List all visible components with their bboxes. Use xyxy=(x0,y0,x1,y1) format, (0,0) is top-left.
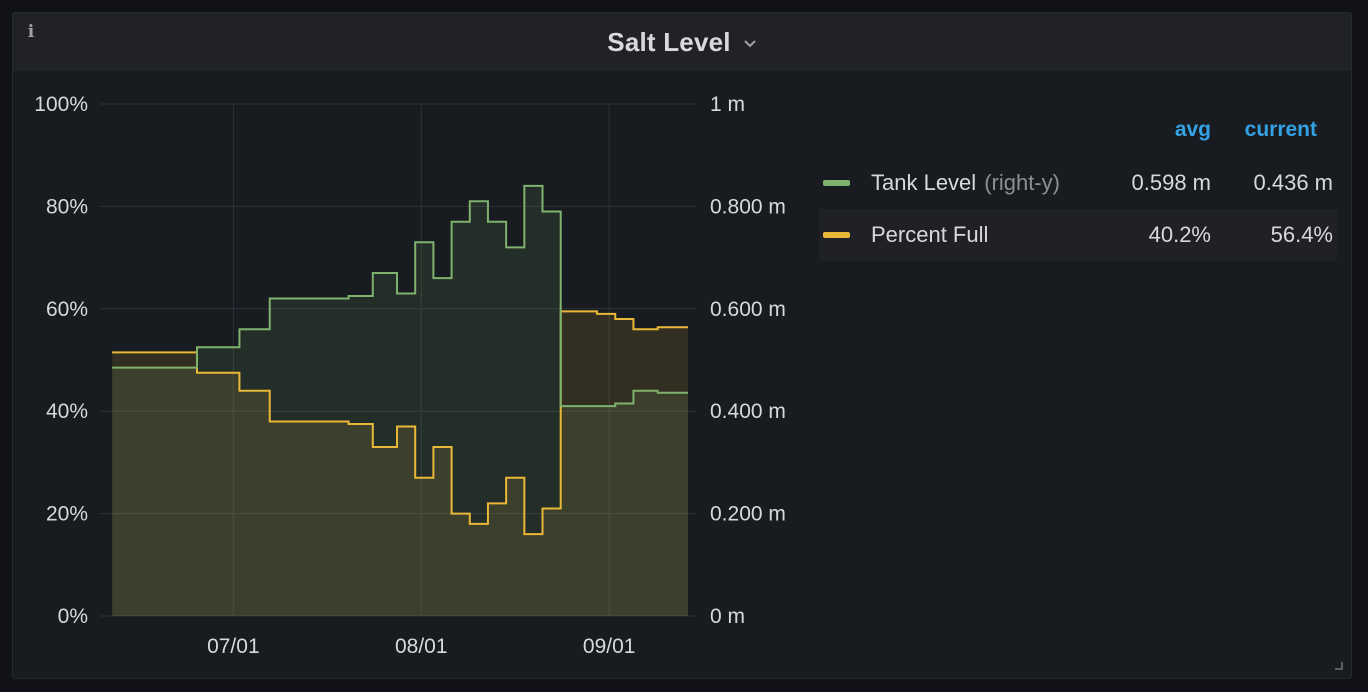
legend-header-current[interactable]: current xyxy=(1244,118,1317,141)
legend-header-avg[interactable]: avg xyxy=(1174,118,1211,141)
legend-current-value: 0.436 m xyxy=(1253,170,1334,195)
legend-axis-note: (right-y) xyxy=(984,170,1060,195)
series-color-swatch[interactable] xyxy=(823,180,850,186)
resize-handle-icon[interactable] xyxy=(1334,661,1343,670)
series-color-swatch[interactable] xyxy=(823,232,850,238)
series-line xyxy=(112,184,688,408)
legend-avg-value: 40.2% xyxy=(1148,222,1211,247)
y-right-tick-label: 1 m xyxy=(710,93,745,116)
x-tick-label: 09/01 xyxy=(583,635,636,658)
y-right-tick-label: 0.200 m xyxy=(710,503,786,526)
y-left-tick-label: 20% xyxy=(46,503,88,526)
legend-item-percent-full[interactable]: Percent Full 40.2% 56.4% xyxy=(819,209,1337,261)
x-tick-label: 08/01 xyxy=(395,635,448,658)
y-left-tick-label: 80% xyxy=(46,195,88,218)
panel-title[interactable]: Salt Level xyxy=(607,26,731,57)
y-right-tick-label: 0.800 m xyxy=(710,195,786,218)
legend-series-label[interactable]: Percent Full xyxy=(871,222,989,247)
legend-avg-value: 0.598 m xyxy=(1131,170,1212,195)
y-right-tick-label: 0.600 m xyxy=(710,298,786,321)
panel-title-menu[interactable]: Salt Level xyxy=(13,13,1351,71)
legend-current-value: 56.4% xyxy=(1270,222,1333,247)
chevron-down-icon[interactable] xyxy=(743,39,757,49)
series-area-fill xyxy=(112,311,688,616)
y-left-tick-label: 60% xyxy=(46,298,88,321)
series-line xyxy=(112,310,688,536)
panel-header: i Salt Level xyxy=(13,13,1351,71)
legend: avg current Tank Level (right-y) 0.598 m … xyxy=(819,101,1337,261)
legend-header: avg current xyxy=(819,101,1337,157)
legend-item-tank-level[interactable]: Tank Level (right-y) 0.598 m 0.436 m xyxy=(819,157,1337,209)
y-left-tick-label: 40% xyxy=(46,400,88,423)
graph-panel: i Salt Level avg current Tank Level (righ… xyxy=(12,12,1352,679)
y-right-tick-label: 0.400 m xyxy=(710,400,786,423)
info-icon[interactable]: i xyxy=(27,22,35,42)
x-tick-label: 07/01 xyxy=(207,635,260,658)
y-left-tick-label: 100% xyxy=(34,93,88,116)
y-right-tick-label: 0 m xyxy=(710,605,745,628)
y-left-tick-label: 0% xyxy=(58,605,88,628)
legend-series-label[interactable]: Tank Level (right-y) xyxy=(871,170,1060,195)
